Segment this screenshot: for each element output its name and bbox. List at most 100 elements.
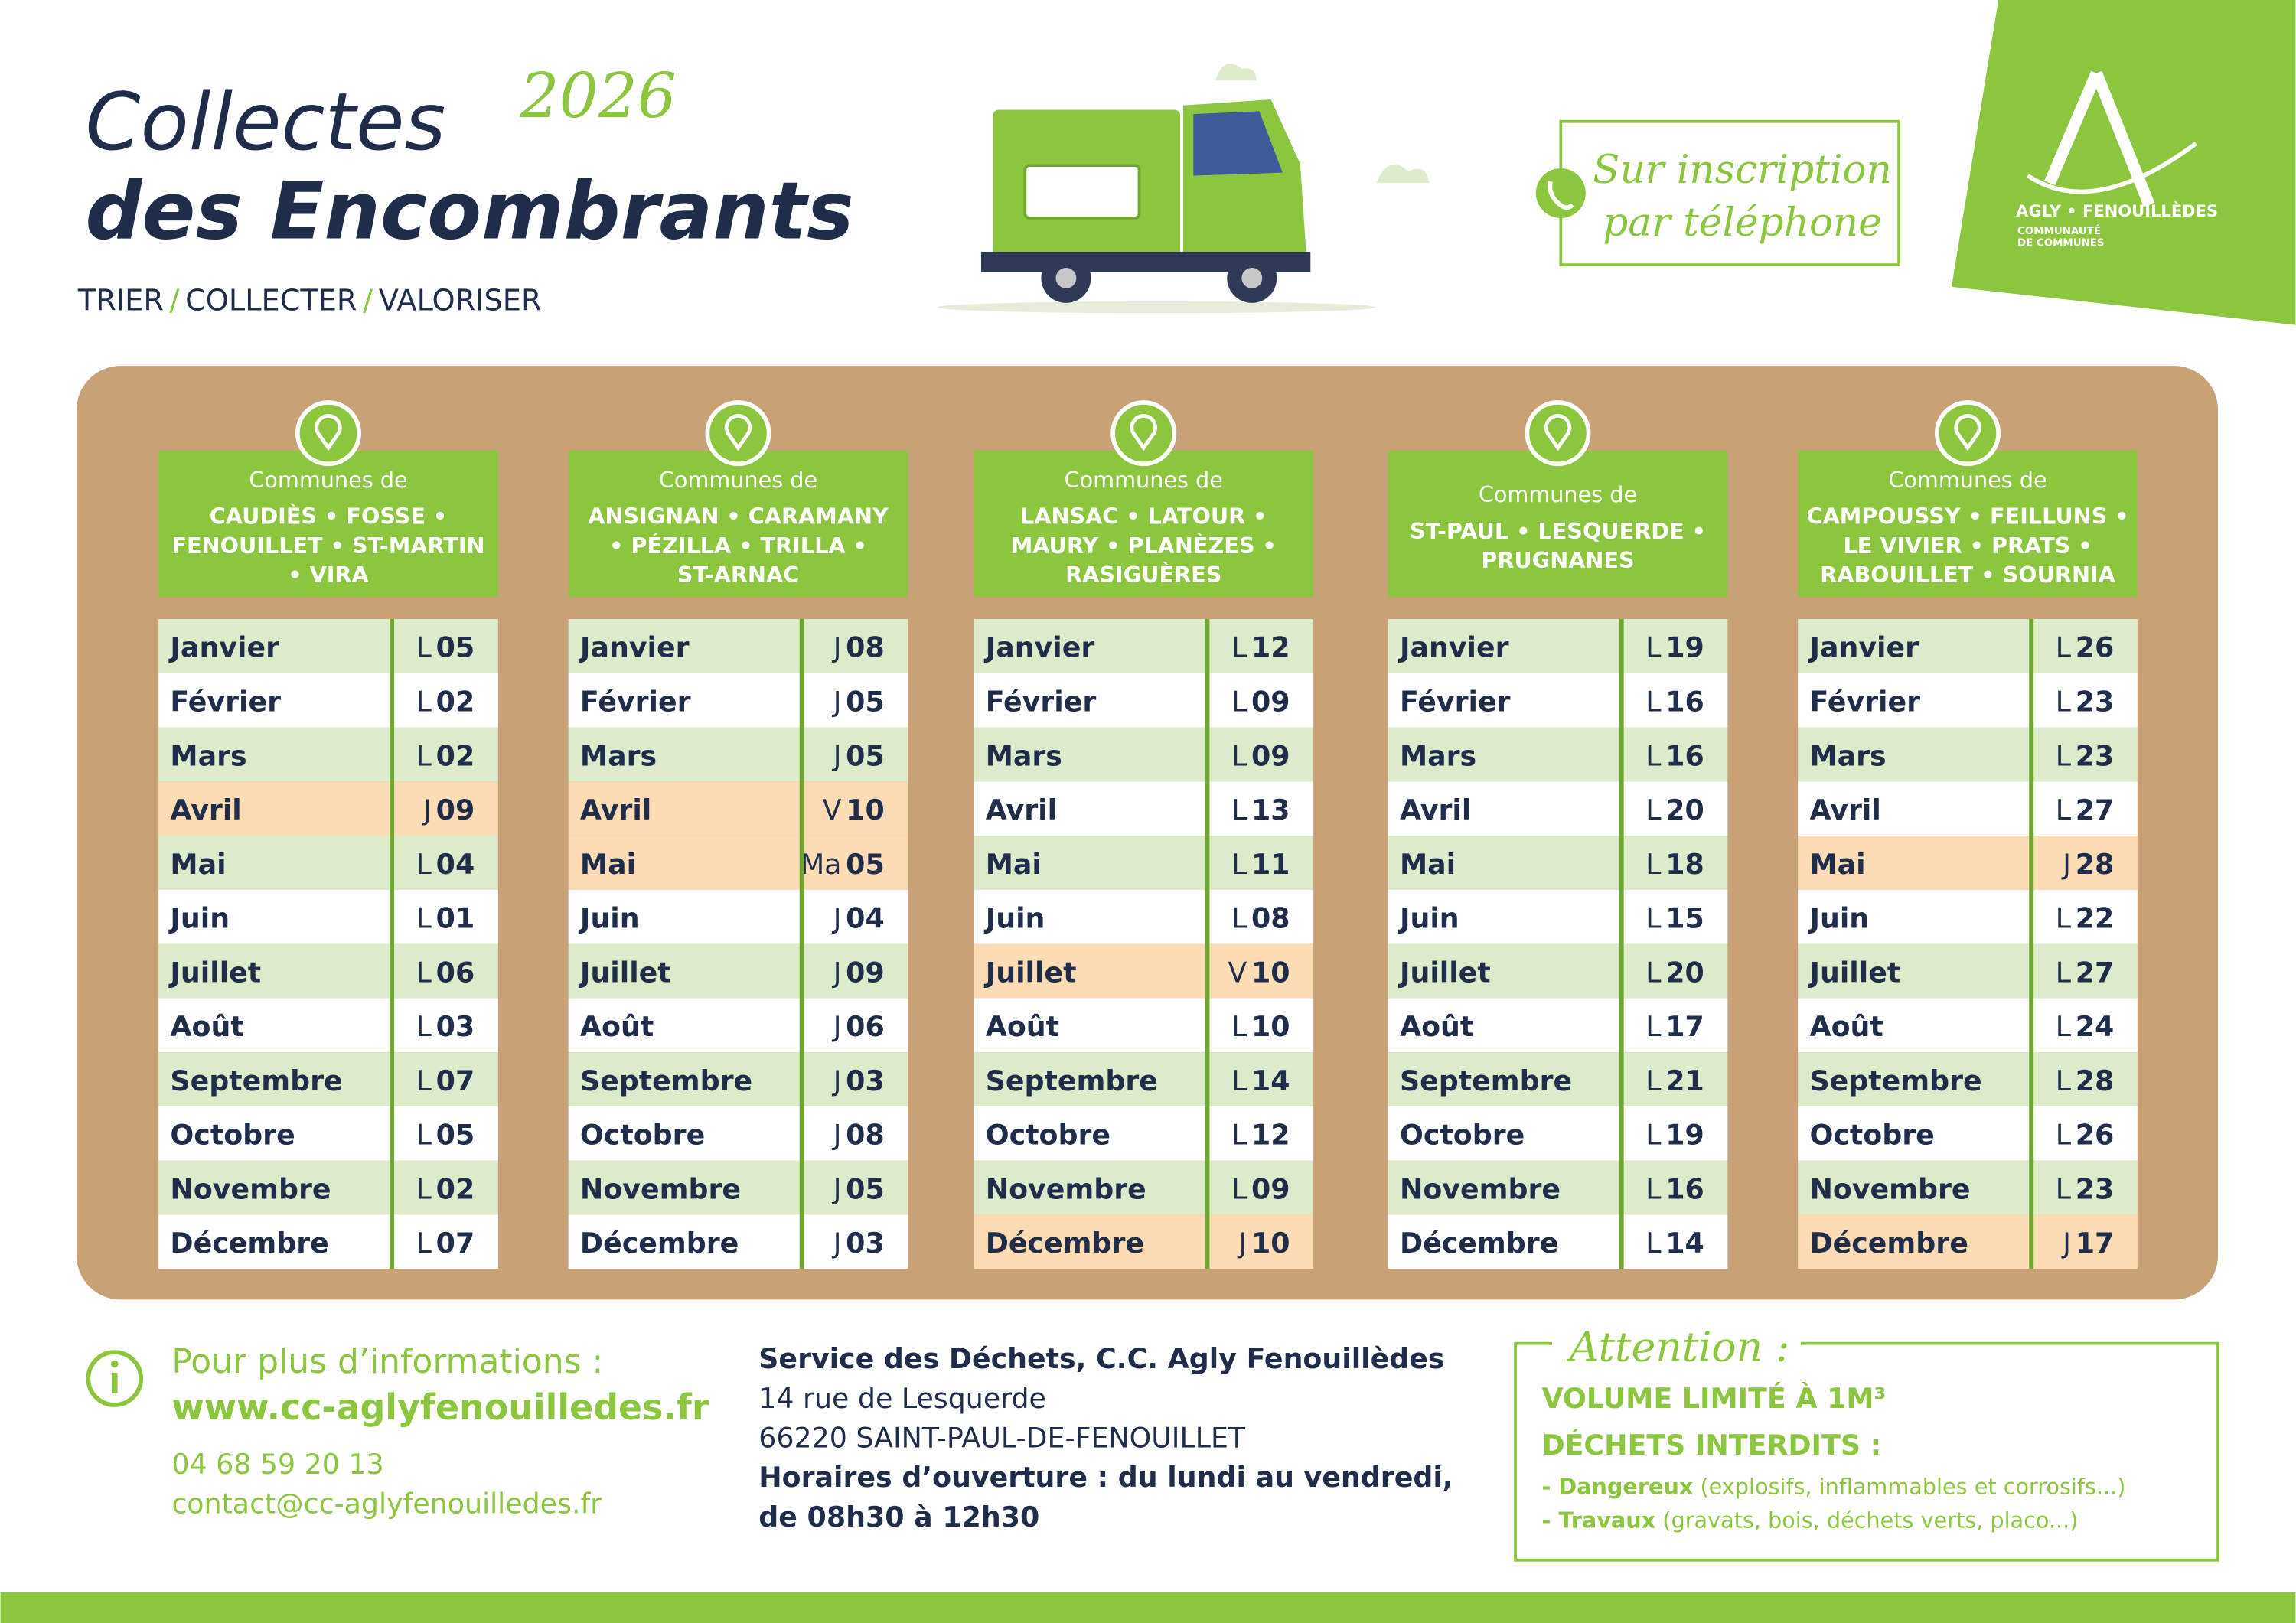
info-email: contact@cc-aglyfenouilledes.fr <box>171 1488 602 1520</box>
collection-date: L 21 <box>1645 1064 1704 1097</box>
weekday: L <box>2056 1172 2072 1205</box>
collection-date: L 05 <box>416 631 475 664</box>
month-cell <box>158 1052 390 1106</box>
collection-date: L 07 <box>416 1227 475 1260</box>
month-cell <box>568 1052 800 1106</box>
month-name: Décembre <box>986 1227 1144 1260</box>
weekday: L <box>1645 848 1662 881</box>
date-cell <box>804 781 908 836</box>
month-name: Mai <box>1400 848 1456 881</box>
weekday: L <box>416 1172 432 1205</box>
date-cell <box>2033 836 2138 890</box>
day-number: 14 <box>1251 1064 1290 1097</box>
year: 2026 <box>520 60 677 132</box>
address-line: Horaires d’ouverture : du lundi au vendr… <box>758 1461 1453 1494</box>
item-detail: (gravats, bois, déchets verts, placo...) <box>1655 1507 2078 1533</box>
month-name: Octobre <box>170 1119 295 1152</box>
month-name: Septembre <box>1400 1064 1572 1097</box>
column-divider <box>1619 619 1624 1269</box>
weekday: L <box>1645 794 1662 826</box>
month-cell <box>1798 998 2030 1053</box>
address-line: Service des Déchets, C.C. Agly Fenouillè… <box>758 1342 1444 1375</box>
collection-date: L 23 <box>2056 1172 2115 1205</box>
pin-icon <box>1130 414 1157 451</box>
date-cell <box>394 836 498 890</box>
weekday: J <box>832 902 842 935</box>
day-number: 02 <box>436 685 475 718</box>
info-website: www.cc-aglyfenouilledes.fr <box>171 1387 709 1428</box>
info-phone: 04 68 59 20 13 <box>171 1448 383 1481</box>
date-cell <box>1209 727 1314 782</box>
month-cell <box>158 781 390 836</box>
month-name: Avril <box>1809 794 1880 826</box>
commune-names: LE VIVIER • PRATS • <box>1843 533 2092 559</box>
day-number: 27 <box>2076 956 2115 989</box>
month-name: Décembre <box>1809 1227 1968 1260</box>
date-cell <box>1209 1106 1314 1161</box>
day-number: 18 <box>1665 848 1704 881</box>
collection-date: L 27 <box>2056 956 2115 989</box>
collection-date: L 13 <box>1231 794 1290 826</box>
info-icon-stem <box>111 1372 118 1393</box>
month-name: Novembre <box>1809 1172 1970 1205</box>
date-cell <box>2033 673 2138 728</box>
weekday: L <box>1645 1010 1662 1043</box>
month-name: Avril <box>580 794 651 826</box>
date-cell <box>1209 889 1314 944</box>
month-name: Août <box>1809 1010 1883 1043</box>
date-cell <box>394 1214 498 1269</box>
commune-header <box>568 451 908 598</box>
month-cell <box>1798 673 2030 728</box>
weekday: J <box>832 1227 842 1260</box>
date-cell <box>2033 943 2138 999</box>
month-cell <box>1798 1106 2030 1161</box>
month-name: Janvier <box>1807 631 1919 664</box>
weekday: J <box>832 739 842 772</box>
day-number: 08 <box>846 1119 885 1152</box>
month-name: Février <box>170 685 281 718</box>
collection-date: J 03 <box>832 1227 885 1260</box>
day-number: 13 <box>1251 794 1290 826</box>
month-cell <box>1798 836 2030 890</box>
month-name: Juillet <box>1807 956 1900 989</box>
collection-date: J 10 <box>1237 1227 1290 1260</box>
month-name: Mars <box>580 739 657 772</box>
date-cell <box>394 1106 498 1161</box>
pin-icon <box>1954 414 1981 451</box>
collection-date: L 12 <box>1231 631 1290 664</box>
collection-date: L 14 <box>1231 1064 1290 1097</box>
address-line: 14 rue de Lesquerde <box>758 1382 1046 1415</box>
weekday: L <box>1231 739 1247 772</box>
date-cell <box>2033 1160 2138 1215</box>
month-name: Octobre <box>1809 1119 1934 1152</box>
month-name: Mars <box>170 739 246 772</box>
tagline-word: VALORISER <box>379 283 542 318</box>
weekday: L <box>1645 685 1662 718</box>
month-cell <box>568 673 800 728</box>
day-number: 06 <box>436 956 475 989</box>
day-number: 17 <box>1665 1010 1704 1043</box>
collection-date: L 20 <box>1645 794 1704 826</box>
month-cell <box>1798 1052 2030 1106</box>
collection-date: L 02 <box>416 739 475 772</box>
date-cell <box>1623 673 1728 728</box>
date-cell <box>1209 1214 1314 1269</box>
day-number: 01 <box>436 902 475 935</box>
month-cell <box>974 998 1205 1053</box>
attention-frame <box>1514 1341 2219 1562</box>
date-cell <box>1209 836 1314 890</box>
badge-line: Sur inscription <box>1593 147 1892 193</box>
day-number: 14 <box>1665 1227 1704 1260</box>
month-cell <box>1798 1214 2030 1269</box>
month-cell <box>1388 998 1619 1053</box>
date-cell <box>394 943 498 999</box>
month-name: Octobre <box>986 1119 1110 1152</box>
weekday: V <box>823 794 842 826</box>
day-number: 10 <box>1251 1010 1290 1043</box>
commune-heading: Communes de <box>1479 481 1637 507</box>
day-number: 07 <box>436 1227 475 1260</box>
month-cell <box>1388 836 1619 890</box>
commune-names: ANSIGNAN • CARAMANY <box>588 504 889 530</box>
commune-heading: Communes de <box>659 467 817 493</box>
month-name: Septembre <box>986 1064 1158 1097</box>
